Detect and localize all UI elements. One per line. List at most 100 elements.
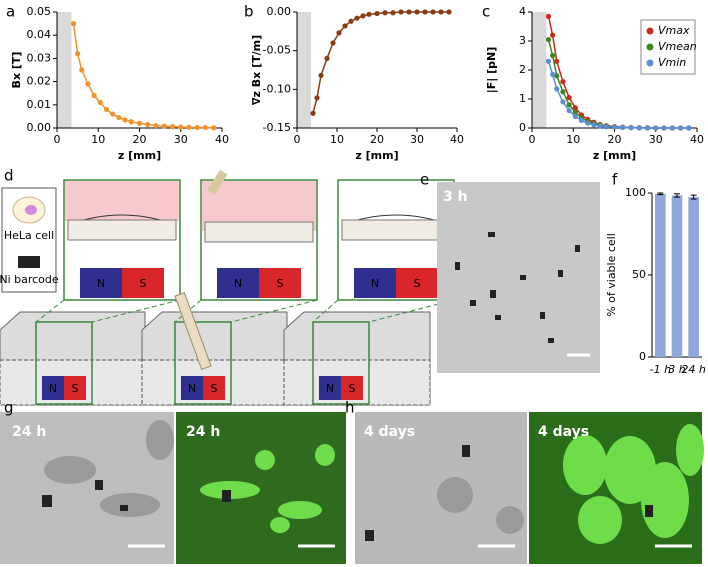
magnet-label: S	[211, 382, 218, 395]
legend-marker	[646, 43, 654, 51]
bar	[655, 193, 666, 357]
x-tick-label: 10	[330, 133, 344, 146]
point	[572, 113, 578, 119]
magnet-north	[354, 268, 396, 298]
legend-label: Vmin	[658, 56, 686, 69]
inset-frame	[312, 321, 370, 405]
x-tick-label: 30	[410, 133, 424, 146]
point	[360, 13, 366, 19]
point	[550, 52, 556, 59]
y-tick-label: 50	[632, 268, 646, 281]
point	[414, 9, 420, 15]
cell-layer	[204, 221, 314, 243]
barcodes	[42, 445, 653, 541]
magnet-label: N	[371, 277, 379, 290]
legend-marker	[646, 27, 654, 35]
y-tick-label: 3	[519, 34, 526, 47]
y-tick-label: 100	[625, 186, 646, 199]
point	[324, 55, 330, 62]
point	[390, 10, 396, 16]
x-tick-label: 10	[91, 133, 105, 146]
x-axis-label: z [mm]	[355, 149, 398, 162]
image-label: 4 days	[364, 424, 415, 440]
point	[620, 124, 626, 131]
micrograph	[0, 412, 174, 564]
magnet-label: N	[97, 277, 105, 290]
point	[169, 124, 176, 130]
x-tick-label: 3 h	[668, 363, 685, 376]
point	[161, 123, 167, 129]
x-tick-label: 30	[649, 133, 663, 146]
point	[554, 58, 560, 64]
point	[628, 125, 634, 131]
magnet-north	[80, 268, 122, 298]
point	[122, 117, 128, 123]
y-tick-label: 0	[639, 350, 646, 363]
point	[128, 119, 134, 125]
magnet-label: S	[72, 382, 79, 395]
micrographs: 3 h 24 h 24 h 4 days 4 days	[0, 182, 704, 564]
point	[318, 72, 324, 79]
line	[312, 11, 449, 114]
x-tick-label: 24 h	[681, 363, 705, 376]
point	[422, 9, 428, 15]
y-tick-label: -0.10	[263, 82, 291, 95]
y-tick-label: 0.00	[27, 121, 52, 134]
point	[560, 89, 566, 95]
point	[591, 122, 597, 128]
point	[446, 9, 452, 15]
point	[669, 125, 675, 131]
point	[354, 15, 360, 21]
point	[566, 102, 572, 108]
point	[406, 9, 412, 15]
y-tick-label: 0.05	[27, 5, 52, 18]
point	[211, 125, 217, 131]
legend-label: Vmax	[658, 24, 690, 37]
point	[572, 109, 578, 115]
image-label: 24 h	[186, 424, 220, 440]
x-tick-label: 20	[370, 133, 384, 146]
y-tick-label: -0.05	[263, 44, 291, 57]
point	[430, 9, 436, 15]
magnet-label: S	[414, 277, 421, 290]
cells	[44, 420, 524, 534]
point	[398, 9, 404, 15]
point	[336, 30, 342, 36]
point	[545, 36, 552, 43]
point	[103, 106, 110, 113]
magnet-south	[122, 268, 164, 298]
point	[560, 99, 566, 105]
diagram: HeLa cell Ni barcode	[0, 169, 455, 406]
point	[110, 111, 116, 117]
medium	[65, 181, 179, 221]
x-tick-label: 40	[450, 133, 464, 146]
magnet-south	[341, 376, 363, 400]
magnet-south	[259, 268, 301, 298]
y-tick-label: 0.02	[27, 75, 52, 88]
point	[566, 108, 572, 114]
magnet-south	[203, 376, 225, 400]
magnet-label: S	[277, 277, 284, 290]
x-axis-label: z [mm]	[118, 149, 161, 162]
magnet-label: S	[140, 277, 147, 290]
barcodes	[455, 232, 580, 343]
magnet-south	[396, 268, 438, 298]
magnet-south	[64, 376, 86, 400]
panel-label: h	[345, 399, 355, 417]
barcode-icon	[18, 256, 40, 268]
y-tick-label: 2	[519, 63, 526, 76]
point	[91, 92, 97, 99]
y-axis-label: % of viable cell	[605, 233, 618, 317]
legend-marker	[646, 59, 654, 67]
point	[342, 23, 348, 29]
y-tick-label: 0.01	[27, 98, 52, 111]
legend-label: Vmean	[658, 40, 697, 53]
y-tick-label: -0.15	[263, 121, 291, 134]
point	[560, 79, 566, 85]
image-label: 3 h	[443, 189, 468, 205]
panel-label: e	[420, 171, 429, 189]
x-tick-label: 10	[566, 133, 580, 146]
point	[116, 114, 122, 121]
point	[366, 11, 372, 17]
magnet-label: S	[349, 382, 356, 395]
